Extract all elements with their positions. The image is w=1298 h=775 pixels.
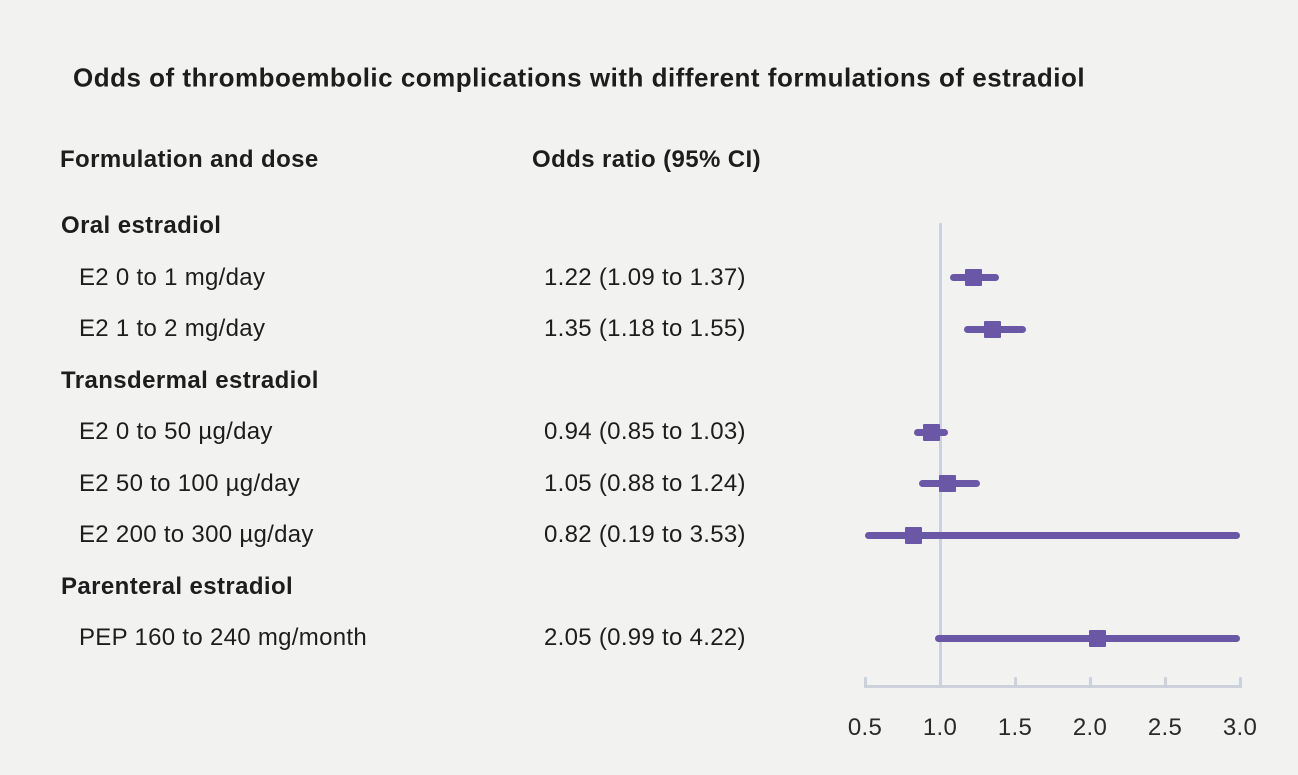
table-row-e2-0-1-mg: E2 0 to 1 mg/day 1.22 (1.09 to 1.37) <box>0 262 1298 294</box>
odds-ratio-marker <box>904 526 922 544</box>
odds-ratio-marker <box>922 423 940 441</box>
row-label: E2 1 to 2 mg/day <box>79 315 266 342</box>
x-axis-tick-label: 2.0 <box>1072 714 1108 741</box>
x-axis-tick-label: 3.0 <box>1222 714 1258 741</box>
table-row-e2-0-50-ug: E2 0 to 50 µg/day 0.94 (0.85 to 1.03) <box>0 416 1298 448</box>
group-label: Transdermal estradiol <box>61 366 319 394</box>
table-row-e2-1-2-mg: E2 1 to 2 mg/day 1.35 (1.18 to 1.55) <box>0 313 1298 345</box>
row-label: E2 50 to 100 µg/day <box>79 469 301 497</box>
reference-line <box>938 223 942 688</box>
chart-title: Odds of thromboembolic complications wit… <box>73 62 1086 93</box>
table-row-e2-50-100-ug: E2 50 to 100 µg/day 1.05 (0.88 to 1.24) <box>0 468 1298 500</box>
odds-ratio-marker <box>984 320 1001 338</box>
row-label: PEP 160 to 240 mg/month <box>79 624 367 651</box>
x-axis-tick <box>863 677 867 688</box>
x-axis-tick <box>1238 677 1242 688</box>
group-row-oral-estradiol: Oral estradiol <box>0 210 1298 242</box>
x-axis-tick <box>1163 677 1167 688</box>
table-row-pep-160-240-mg: PEP 160 to 240 mg/month 2.05 (0.99 to 4.… <box>0 622 1298 654</box>
x-axis-tick-label: 0.5 <box>847 714 883 741</box>
confidence-interval-line <box>865 531 1240 539</box>
odds-ratio-marker <box>1089 629 1106 647</box>
x-axis-tick <box>1088 677 1092 688</box>
group-row-parenteral-estradiol: Parenteral estradiol <box>0 571 1298 603</box>
row-label: E2 200 to 300 µg/day <box>79 521 314 548</box>
odds-ratio-value: 1.05 (0.88 to 1.24) <box>544 469 746 497</box>
odds-ratio-marker <box>964 269 982 286</box>
x-axis-tick-label: 1.5 <box>997 714 1033 741</box>
table-row-e2-200-300-ug: E2 200 to 300 µg/day 0.82 (0.19 to 3.53) <box>0 519 1298 551</box>
group-label: Oral estradiol <box>61 212 222 239</box>
x-axis-tick-label: 2.5 <box>1147 714 1183 741</box>
odds-ratio-value: 1.35 (1.18 to 1.55) <box>544 315 746 342</box>
row-label: E2 0 to 1 mg/day <box>79 263 266 291</box>
x-axis-tick-label: 1.0 <box>922 714 958 741</box>
row-label: E2 0 to 50 µg/day <box>79 418 273 445</box>
odds-ratio-marker <box>939 475 956 492</box>
odds-ratio-value: 2.05 (0.99 to 4.22) <box>544 624 746 651</box>
confidence-interval-line <box>935 634 1240 642</box>
column-header-formulation: Formulation and dose <box>60 146 319 173</box>
group-label: Parenteral estradiol <box>61 572 294 600</box>
x-axis-tick <box>1013 677 1017 688</box>
column-header-odds-ratio: Odds ratio (95% CI) <box>532 146 761 173</box>
x-axis-line <box>863 685 1242 688</box>
x-axis-tick <box>938 677 942 688</box>
group-row-transdermal-estradiol: Transdermal estradiol <box>0 365 1298 397</box>
odds-ratio-value: 0.94 (0.85 to 1.03) <box>544 418 746 445</box>
odds-ratio-value: 0.82 (0.19 to 3.53) <box>544 521 746 548</box>
odds-ratio-value: 1.22 (1.09 to 1.37) <box>544 263 746 291</box>
